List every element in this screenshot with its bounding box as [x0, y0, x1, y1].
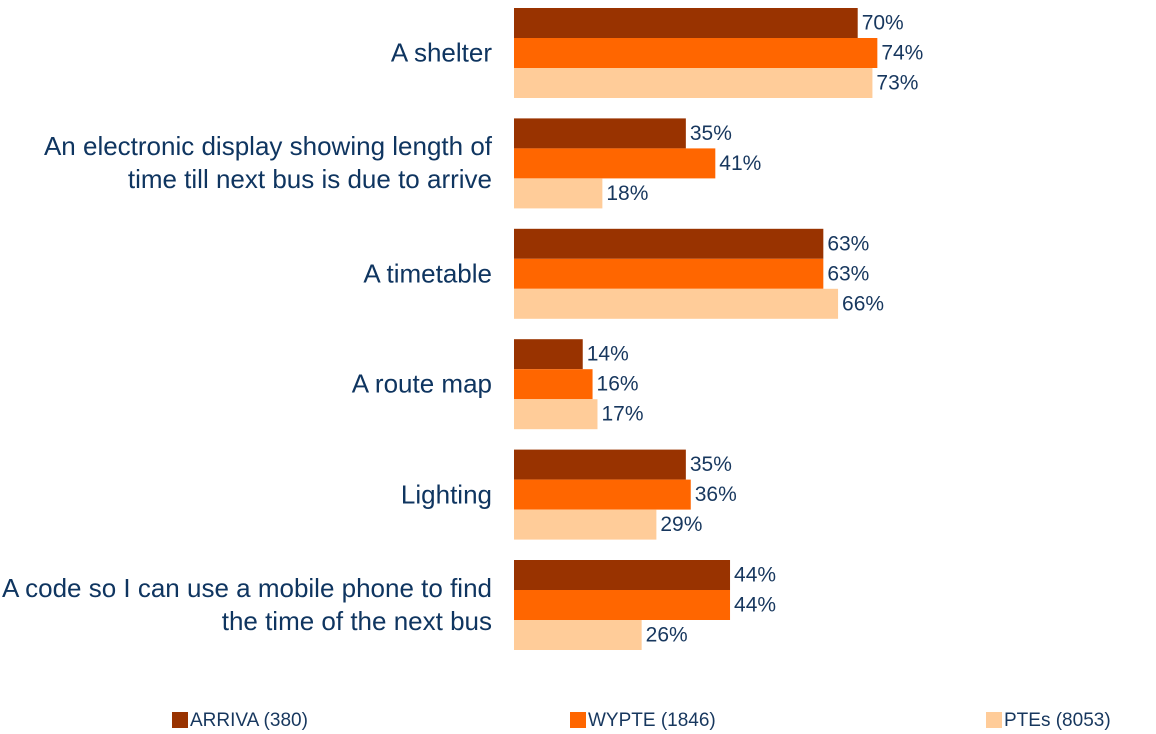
value-label: 41%	[719, 152, 761, 175]
value-label: 44%	[734, 564, 776, 587]
value-label: 35%	[690, 122, 732, 145]
category-label: A route map	[351, 368, 492, 399]
bar	[514, 560, 731, 590]
value-label: 66%	[842, 292, 884, 315]
category-label: Lighting	[400, 479, 492, 510]
legend-label: WYPTE (1846)	[588, 710, 716, 731]
bar	[514, 38, 878, 68]
bar	[514, 620, 642, 650]
bar	[514, 590, 731, 620]
legend-swatch	[172, 712, 188, 728]
value-label: 18%	[606, 182, 648, 205]
value-label: 16%	[597, 373, 639, 396]
value-label: 35%	[690, 453, 732, 476]
value-label: 63%	[827, 262, 869, 285]
category-label: An electronic display showing length of …	[43, 131, 492, 195]
bar	[514, 258, 824, 289]
value-label: 63%	[827, 232, 869, 255]
bar	[514, 339, 583, 370]
value-label: 17%	[601, 403, 643, 426]
bar	[514, 68, 873, 98]
value-label: 44%	[734, 594, 776, 617]
legend-swatch	[986, 712, 1002, 728]
value-label: 26%	[646, 624, 688, 647]
bar	[514, 399, 598, 430]
category-label: A shelter	[390, 37, 492, 68]
value-label: 74%	[881, 42, 923, 65]
value-label: 29%	[660, 513, 702, 536]
value-label: 14%	[587, 343, 629, 366]
bar	[514, 228, 824, 259]
bar	[514, 509, 657, 540]
bar	[514, 479, 691, 510]
bar	[514, 148, 716, 179]
legend-swatch	[570, 712, 586, 728]
value-label: 70%	[862, 12, 904, 35]
bar	[514, 369, 593, 400]
legend-label: PTEs (8053)	[1004, 710, 1111, 731]
category-label: A timetable	[363, 258, 492, 289]
legend-label: ARRIVA (380)	[190, 710, 308, 731]
bar	[514, 178, 603, 209]
category-label: A code so I can use a mobile phone to fi…	[1, 573, 492, 636]
bar	[514, 118, 686, 149]
value-label: 73%	[876, 72, 918, 95]
bar	[514, 288, 839, 319]
bar	[514, 449, 686, 480]
value-label: 36%	[695, 483, 737, 506]
bar	[514, 8, 858, 38]
